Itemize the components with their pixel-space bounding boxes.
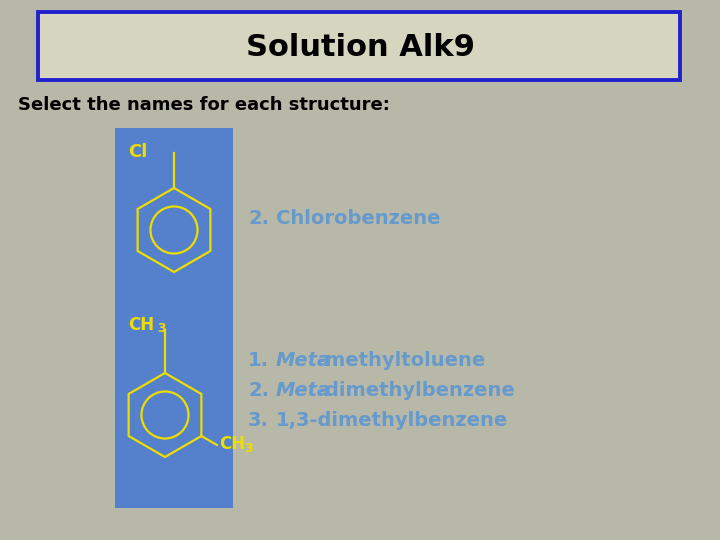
Text: -methyltoluene: -methyltoluene [317, 350, 485, 369]
Text: CH: CH [128, 316, 154, 334]
Text: 3: 3 [244, 442, 253, 455]
Text: CH: CH [219, 435, 245, 453]
FancyBboxPatch shape [115, 128, 233, 508]
Text: Chlorobenzene: Chlorobenzene [276, 208, 441, 227]
FancyBboxPatch shape [38, 12, 680, 80]
Text: Meta: Meta [276, 350, 331, 369]
Text: 2.: 2. [248, 208, 269, 227]
Text: 1.: 1. [248, 350, 269, 369]
Text: Solution Alk9: Solution Alk9 [246, 33, 474, 63]
Text: 3: 3 [157, 322, 166, 335]
Text: Meta: Meta [276, 381, 331, 400]
Text: 3.: 3. [248, 410, 269, 429]
Text: -dimethylbenzene: -dimethylbenzene [317, 381, 515, 400]
Text: 1,3-dimethylbenzene: 1,3-dimethylbenzene [276, 410, 508, 429]
Text: Cl: Cl [128, 143, 148, 161]
Text: Select the names for each structure:: Select the names for each structure: [18, 96, 390, 114]
Text: 2.: 2. [248, 381, 269, 400]
